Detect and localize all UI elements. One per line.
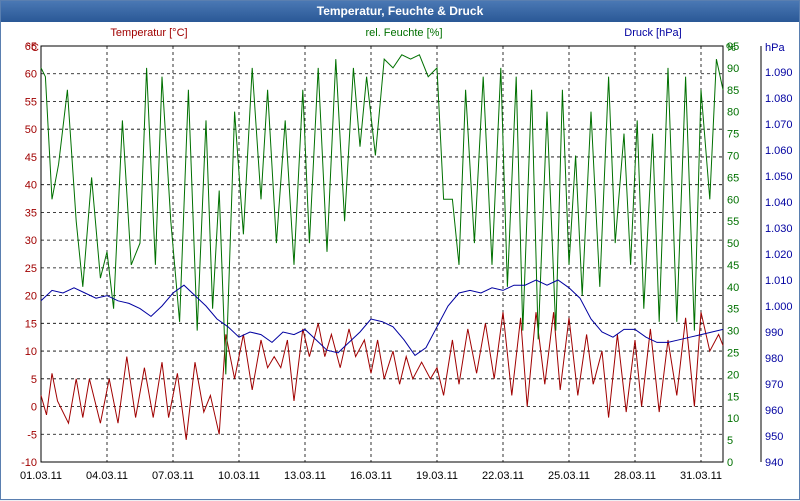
humidity-tick-label: 95 (727, 41, 739, 53)
humidity-tick-label: 80 (727, 107, 739, 119)
humidity-axis-label: rel. Feuchte [%] (365, 27, 442, 39)
humidity-tick-label: 65 (727, 172, 739, 184)
humidity-tick-label: 40 (727, 282, 739, 294)
temp-tick-label: 20 (25, 291, 37, 303)
humidity-tick-label: 50 (727, 238, 739, 250)
pressure-tick-label: 1.050 (765, 171, 793, 183)
humidity-tick-label: 15 (727, 391, 739, 403)
x-tick-label: 01.03.11 (20, 470, 62, 482)
pressure-tick-label: 1.040 (765, 197, 793, 209)
pressure-axis-label: Druck [hPa] (624, 27, 681, 39)
x-tick-label: 16.03.11 (350, 470, 392, 482)
temp-tick-label: 60 (25, 69, 37, 81)
pressure-tick-label: 990 (765, 327, 783, 339)
series-layer (40, 54, 724, 440)
grid-layer (40, 45, 724, 463)
temp-tick-label: 30 (25, 235, 37, 247)
pressure-tick-label: 950 (765, 431, 783, 443)
pressure-tick-label: 1.000 (765, 301, 793, 313)
temp-tick-label: 45 (25, 152, 37, 164)
humidity-tick-label: 30 (727, 326, 739, 338)
x-tick-label: 04.03.11 (86, 470, 128, 482)
temp-tick-label: 50 (25, 124, 37, 136)
temp-tick-label: 10 (25, 346, 37, 358)
humidity-tick-label: 55 (727, 216, 739, 228)
temp-tick-label: 65 (25, 41, 37, 53)
x-tick-label: 28.03.11 (614, 470, 656, 482)
temp-tick-label: 25 (25, 263, 37, 275)
pressure-tick-label: 970 (765, 379, 783, 391)
temp-tick-label: 0 (31, 402, 37, 414)
x-tick-label: 25.03.11 (548, 470, 590, 482)
temp-tick-label: 5 (31, 374, 37, 386)
humidity-tick-label: 0 (727, 457, 733, 469)
pressure-tick-label: 1.080 (765, 93, 793, 105)
humidity-unit-label: % (726, 42, 736, 54)
pressure-tick-label: 940 (765, 457, 783, 469)
humidity-tick-label: 45 (727, 260, 739, 272)
humidity-tick-label: 75 (727, 129, 739, 141)
humidity-series-line (40, 54, 724, 375)
pressure-tick-label: 960 (765, 405, 783, 417)
plot-frame (40, 45, 724, 463)
temp-tick-label: 35 (25, 207, 37, 219)
humidity-tick-label: 60 (727, 194, 739, 206)
pressure-tick-label: 1.030 (765, 223, 793, 235)
humidity-tick-label: 25 (727, 348, 739, 360)
temp-tick-label: 40 (25, 180, 37, 192)
humidity-tick-label: 35 (727, 304, 739, 316)
temp-tick-label: 55 (25, 96, 37, 108)
humidity-tick-label: 5 (727, 435, 733, 447)
temp-unit-label: °C (27, 42, 39, 54)
x-tick-label: 13.03.11 (284, 470, 326, 482)
humidity-tick-label: 70 (727, 150, 739, 162)
pressure-tick-label: 1.070 (765, 119, 793, 131)
x-tick-label: 31.03.11 (680, 470, 722, 482)
x-tick-label: 22.03.11 (482, 470, 524, 482)
pressure-tick-label: 1.090 (765, 67, 793, 79)
humidity-tick-label: 20 (727, 369, 739, 381)
pressure-unit-label: hPa (765, 42, 785, 54)
x-tick-label: 19.03.11 (416, 470, 458, 482)
x-tick-label: 10.03.11 (218, 470, 260, 482)
pressure-tick-label: 1.060 (765, 145, 793, 157)
humidity-tick-label: 85 (727, 85, 739, 97)
pressure-tick-label: 980 (765, 353, 783, 365)
temperature-series-line (40, 312, 724, 440)
humidity-tick-label: 90 (727, 63, 739, 75)
temp-axis-label: Temperatur [°C] (110, 27, 187, 39)
chart-title: Temperatur, Feuchte & Druck (1, 1, 799, 22)
pressure-series-line (40, 279, 724, 357)
temp-tick-label: -5 (27, 429, 37, 441)
x-tick-label: 07.03.11 (152, 470, 194, 482)
temp-tick-label: -10 (21, 457, 37, 469)
pressure-tick-label: 1.020 (765, 249, 793, 261)
pressure-tick-label: 1.010 (765, 275, 793, 287)
humidity-tick-label: 10 (727, 413, 739, 425)
temp-tick-label: 15 (25, 318, 37, 330)
